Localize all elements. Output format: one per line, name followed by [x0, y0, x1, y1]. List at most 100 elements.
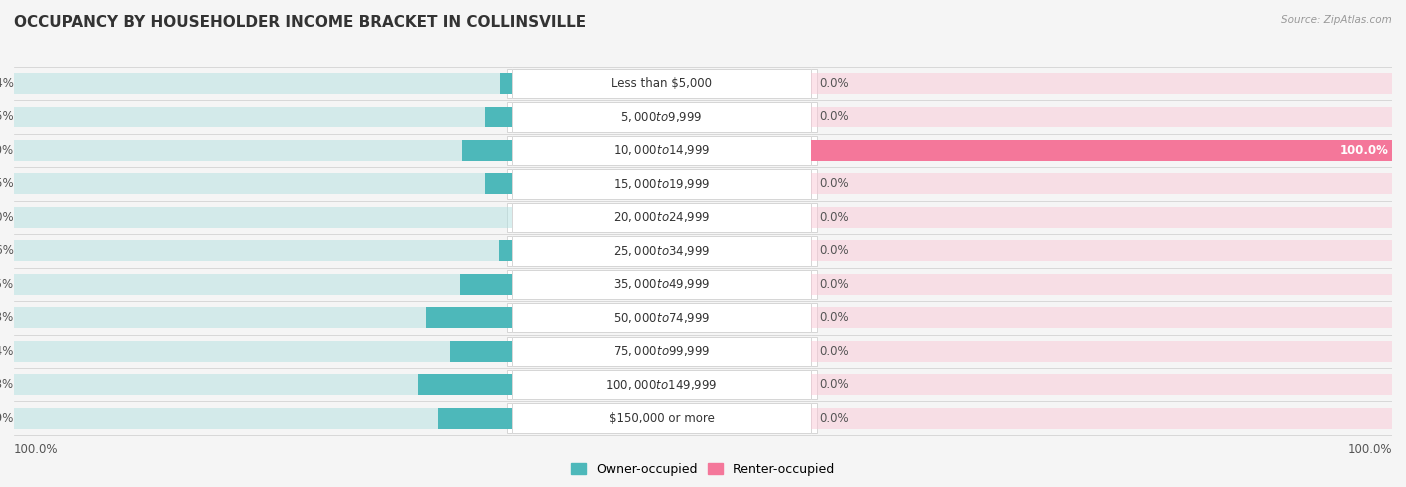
Bar: [14, 207, 512, 228]
Bar: [512, 236, 811, 265]
Text: 17.3%: 17.3%: [0, 311, 14, 324]
Text: 18.8%: 18.8%: [0, 378, 14, 391]
Bar: [485, 173, 512, 194]
Text: $50,000 to $74,999: $50,000 to $74,999: [613, 311, 710, 325]
Text: Less than $5,000: Less than $5,000: [612, 77, 711, 90]
Text: $10,000 to $14,999: $10,000 to $14,999: [613, 143, 710, 157]
Bar: [512, 102, 811, 131]
Bar: [811, 403, 817, 433]
Bar: [811, 337, 817, 366]
Bar: [512, 303, 811, 333]
Bar: [811, 169, 817, 199]
Text: 10.0%: 10.0%: [0, 144, 14, 157]
Text: 0.0%: 0.0%: [820, 278, 849, 291]
Text: 0.0%: 0.0%: [820, 311, 849, 324]
Text: $15,000 to $19,999: $15,000 to $19,999: [613, 177, 710, 191]
Text: 5.5%: 5.5%: [0, 111, 14, 123]
Text: $20,000 to $24,999: $20,000 to $24,999: [613, 210, 710, 225]
Bar: [14, 241, 512, 261]
Text: 14.9%: 14.9%: [0, 412, 14, 425]
Bar: [512, 203, 811, 232]
Bar: [811, 135, 817, 165]
Bar: [508, 102, 512, 131]
Text: 12.4%: 12.4%: [0, 345, 14, 358]
Bar: [508, 337, 512, 366]
Bar: [14, 408, 512, 429]
Bar: [811, 207, 1392, 228]
Bar: [508, 135, 512, 165]
Bar: [512, 169, 811, 199]
Bar: [811, 270, 817, 299]
Bar: [14, 341, 512, 362]
Bar: [508, 236, 512, 265]
Text: $150,000 or more: $150,000 or more: [609, 412, 714, 425]
Text: 2.4%: 2.4%: [0, 77, 14, 90]
Text: 0.0%: 0.0%: [820, 77, 849, 90]
Bar: [811, 307, 1392, 328]
Text: OCCUPANCY BY HOUSEHOLDER INCOME BRACKET IN COLLINSVILLE: OCCUPANCY BY HOUSEHOLDER INCOME BRACKET …: [14, 15, 586, 30]
Text: 100.0%: 100.0%: [1347, 443, 1392, 456]
Text: 0.0%: 0.0%: [820, 211, 849, 224]
Bar: [811, 73, 1392, 94]
Bar: [811, 274, 1392, 295]
Bar: [508, 169, 512, 199]
Bar: [508, 370, 512, 399]
Bar: [463, 140, 512, 161]
Bar: [437, 408, 512, 429]
Bar: [14, 375, 512, 395]
Text: 0.0%: 0.0%: [820, 111, 849, 123]
Bar: [426, 307, 512, 328]
Text: 100.0%: 100.0%: [1340, 144, 1389, 157]
Text: $100,000 to $149,999: $100,000 to $149,999: [606, 378, 717, 392]
Bar: [811, 107, 1392, 127]
Bar: [14, 274, 512, 295]
Bar: [811, 370, 817, 399]
Bar: [419, 375, 512, 395]
Bar: [811, 241, 1392, 261]
Text: $35,000 to $49,999: $35,000 to $49,999: [613, 277, 710, 291]
Bar: [811, 375, 1392, 395]
Bar: [811, 303, 817, 333]
Bar: [14, 173, 512, 194]
Bar: [811, 173, 1392, 194]
Bar: [512, 337, 811, 366]
Bar: [811, 140, 1392, 161]
Text: 5.5%: 5.5%: [0, 177, 14, 190]
Text: 100.0%: 100.0%: [14, 443, 59, 456]
Bar: [508, 270, 512, 299]
Text: 0.0%: 0.0%: [820, 412, 849, 425]
Bar: [508, 403, 512, 433]
Bar: [811, 69, 817, 98]
Bar: [811, 102, 817, 131]
Bar: [512, 370, 811, 399]
Bar: [14, 73, 512, 94]
Text: $75,000 to $99,999: $75,000 to $99,999: [613, 344, 710, 358]
Text: 2.6%: 2.6%: [0, 244, 14, 257]
Bar: [508, 203, 512, 232]
Bar: [512, 270, 811, 299]
Bar: [811, 341, 1392, 362]
Text: $5,000 to $9,999: $5,000 to $9,999: [620, 110, 703, 124]
Text: 0.0%: 0.0%: [820, 244, 849, 257]
Bar: [460, 274, 512, 295]
Text: 0.0%: 0.0%: [0, 211, 14, 224]
Bar: [14, 107, 512, 127]
Bar: [508, 303, 512, 333]
Bar: [811, 408, 1392, 429]
Bar: [508, 69, 512, 98]
Bar: [811, 203, 817, 232]
Bar: [14, 307, 512, 328]
Bar: [485, 107, 512, 127]
Bar: [512, 403, 811, 433]
Text: 0.0%: 0.0%: [820, 378, 849, 391]
Text: Source: ZipAtlas.com: Source: ZipAtlas.com: [1281, 15, 1392, 25]
Bar: [811, 236, 817, 265]
Text: 10.5%: 10.5%: [0, 278, 14, 291]
Text: 0.0%: 0.0%: [820, 177, 849, 190]
Bar: [512, 69, 811, 98]
Text: 0.0%: 0.0%: [820, 345, 849, 358]
Bar: [499, 241, 512, 261]
Bar: [811, 140, 1392, 161]
Legend: Owner-occupied, Renter-occupied: Owner-occupied, Renter-occupied: [567, 458, 839, 481]
Text: $25,000 to $34,999: $25,000 to $34,999: [613, 244, 710, 258]
